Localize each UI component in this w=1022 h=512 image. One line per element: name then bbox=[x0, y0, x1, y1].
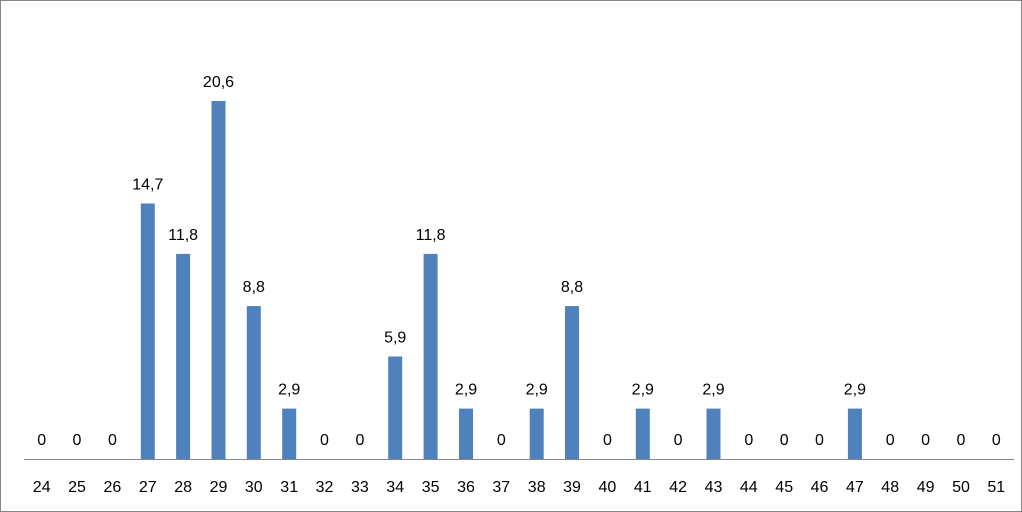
data-label-28: 11,8 bbox=[168, 227, 198, 244]
x-tick-label-40: 40 bbox=[599, 479, 617, 496]
data-label-31: 2,9 bbox=[278, 382, 300, 399]
x-tick-label-50: 50 bbox=[952, 479, 970, 496]
x-tick-label-51: 51 bbox=[987, 479, 1005, 496]
bar-41 bbox=[635, 408, 650, 459]
data-label-51: 0 bbox=[992, 432, 1001, 449]
x-tick-label-47: 47 bbox=[846, 479, 864, 496]
data-label-43: 2,9 bbox=[702, 382, 724, 399]
bar-47 bbox=[847, 408, 862, 459]
data-label-47: 2,9 bbox=[844, 382, 866, 399]
data-label-25: 0 bbox=[73, 432, 82, 449]
x-tick-label-44: 44 bbox=[740, 479, 758, 496]
x-tick-label-38: 38 bbox=[528, 479, 546, 496]
data-label-37: 0 bbox=[497, 432, 506, 449]
data-label-35: 11,8 bbox=[416, 227, 446, 244]
bar-29 bbox=[211, 101, 226, 459]
x-tick-label-42: 42 bbox=[669, 479, 687, 496]
x-tick-label-24: 24 bbox=[33, 479, 51, 496]
data-label-48: 0 bbox=[886, 432, 895, 449]
x-tick-label-35: 35 bbox=[422, 479, 440, 496]
x-tick-label-30: 30 bbox=[245, 479, 263, 496]
data-label-44: 0 bbox=[744, 432, 753, 449]
bar-34 bbox=[388, 356, 403, 459]
x-tick-label-29: 29 bbox=[210, 479, 228, 496]
data-label-29: 20,6 bbox=[203, 74, 234, 91]
bar-27 bbox=[140, 203, 155, 459]
data-label-40: 0 bbox=[603, 432, 612, 449]
x-tick-label-39: 39 bbox=[563, 479, 581, 496]
x-tick-label-27: 27 bbox=[139, 479, 157, 496]
bar-39 bbox=[565, 306, 579, 459]
bar-30 bbox=[246, 306, 261, 459]
data-label-26: 0 bbox=[108, 432, 117, 449]
data-label-39: 8,8 bbox=[561, 279, 583, 296]
bar-series bbox=[140, 101, 862, 459]
bar-28 bbox=[176, 253, 191, 459]
bar-31 bbox=[282, 408, 297, 459]
data-label-38: 2,9 bbox=[526, 382, 548, 399]
x-tick-label-48: 48 bbox=[881, 479, 899, 496]
data-label-46: 0 bbox=[815, 432, 824, 449]
x-tick-label-28: 28 bbox=[174, 479, 192, 496]
x-tick-label-41: 41 bbox=[634, 479, 652, 496]
data-label-45: 0 bbox=[780, 432, 789, 449]
bar-36 bbox=[459, 408, 473, 459]
bar-35 bbox=[423, 253, 438, 459]
x-tick-label-46: 46 bbox=[811, 479, 829, 496]
data-label-34: 5,9 bbox=[384, 330, 406, 347]
x-tick-label-32: 32 bbox=[316, 479, 334, 496]
data-label-33: 0 bbox=[355, 432, 364, 449]
data-labels: 0 0 0 14,7 11,8 20,6 8,8 2,9 0 0 5,9 11,8 2,9 0 2,9 8,8… bbox=[37, 74, 1001, 449]
x-tick-label-31: 31 bbox=[280, 479, 298, 496]
x-tick-label-37: 37 bbox=[492, 479, 510, 496]
x-tick-label-49: 49 bbox=[917, 479, 935, 496]
x-tick-label-26: 26 bbox=[104, 479, 122, 496]
x-tick-label-36: 36 bbox=[457, 479, 475, 496]
bar-38 bbox=[529, 408, 544, 459]
data-label-41: 2,9 bbox=[632, 382, 654, 399]
x-tick-label-34: 34 bbox=[386, 479, 404, 496]
data-label-36: 2,9 bbox=[455, 382, 477, 399]
data-label-50: 0 bbox=[957, 432, 966, 449]
data-label-24: 0 bbox=[37, 432, 46, 449]
bar-43 bbox=[706, 408, 721, 459]
x-axis-tick-labels: 24 25 26 27 28 29 30 31 32 33 34 35 36 37 38 39 40 41 42 43… bbox=[33, 479, 1005, 496]
x-tick-label-33: 33 bbox=[351, 479, 369, 496]
x-tick-label-43: 43 bbox=[705, 479, 723, 496]
data-label-32: 0 bbox=[320, 432, 329, 449]
data-label-30: 8,8 bbox=[243, 279, 265, 296]
data-label-42: 0 bbox=[674, 432, 683, 449]
data-label-49: 0 bbox=[921, 432, 930, 449]
data-label-27: 14,7 bbox=[132, 177, 163, 194]
x-tick-label-25: 25 bbox=[68, 479, 86, 496]
x-tick-label-45: 45 bbox=[775, 479, 793, 496]
